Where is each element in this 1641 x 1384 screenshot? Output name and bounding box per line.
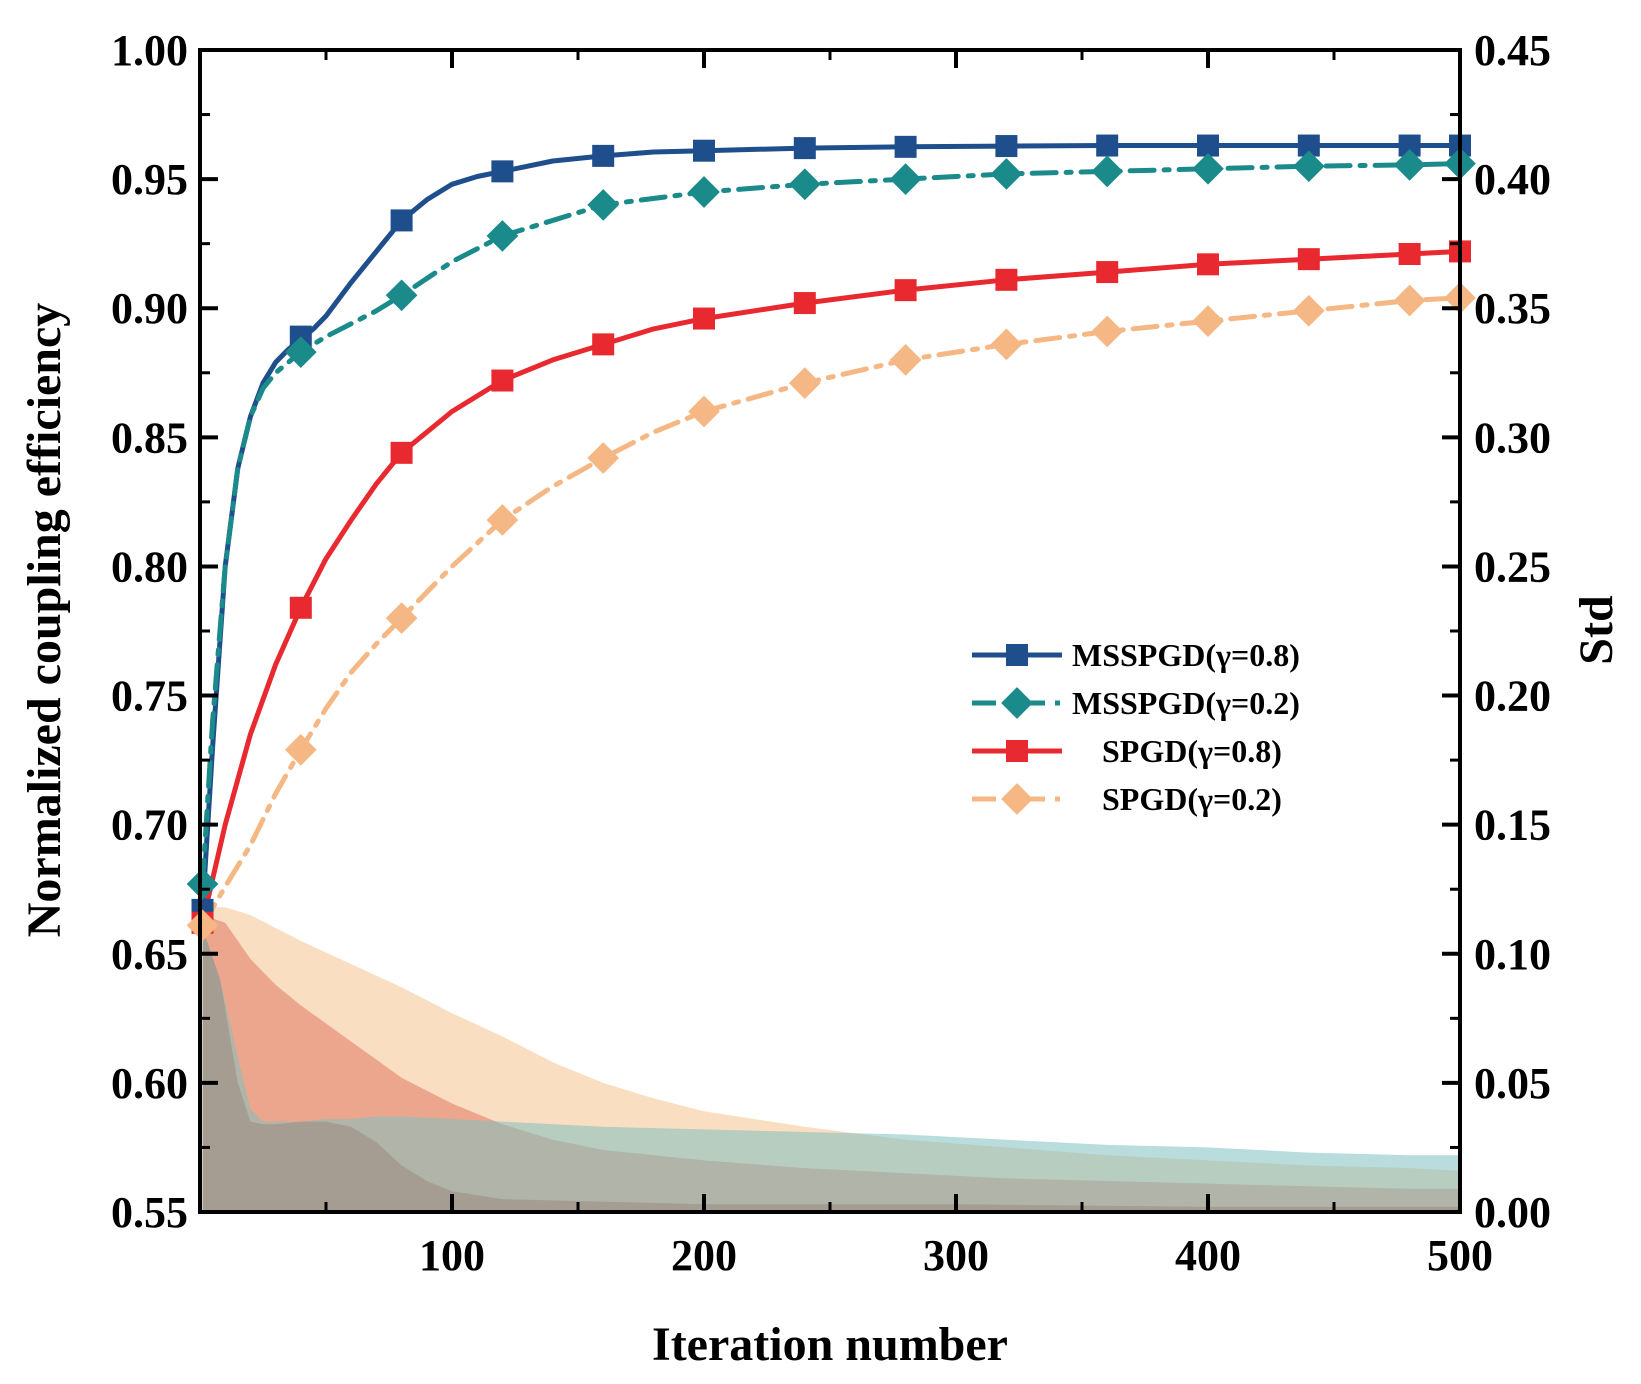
series-0-marker-7 [894,135,917,158]
series-0-marker-4 [592,144,615,167]
series-2-marker-10 [1197,253,1219,276]
series-1-marker-1 [284,336,317,368]
series-3-marker-11 [1292,294,1325,327]
series-1-marker-11 [1292,150,1325,183]
legend-marker-1 [1001,687,1033,719]
series-0-marker-3 [491,160,514,183]
series-3-marker-1 [284,733,317,766]
series-2-marker-3 [491,369,514,392]
series-3-marker-2 [385,602,418,634]
y-axis-title: Normalized coupling efficiency [18,303,71,938]
series-3-marker-3 [486,504,519,536]
y-tick-label-3: 0.70 [111,801,188,850]
x-tick-label-0: 100 [419,1231,485,1280]
series-3-marker-9 [1091,315,1124,348]
series-1-marker-4 [587,189,620,221]
series-0-marker-6 [793,137,816,160]
series-1-marker-3 [486,220,519,252]
series-1-marker-2 [385,279,418,312]
series-2-marker-7 [894,279,917,302]
legend-marker-0 [1006,644,1028,666]
std-band-2 [202,928,1460,1212]
series-3-marker-12 [1393,284,1426,317]
legend-label-2: SPGD(γ=0.8) [1102,733,1282,769]
y-tick-label-2: 0.65 [111,930,188,979]
series-line-1 [200,161,1463,887]
series-0-marker-8 [995,135,1018,158]
y-tick-label-8: 0.95 [111,155,188,204]
series-2-marker-11 [1297,248,1320,271]
series-markers [186,134,1476,942]
y-tick-label-6: 0.85 [111,413,188,462]
axis-tick-labels: 100 200 300 400 500 0.55 0.60 0.65 0.70 0.75 0.80 0… [111,26,1551,1280]
series-3-marker-6 [788,367,821,399]
y2-tick-label-7: 0.35 [1474,284,1551,333]
series-2-marker-8 [995,268,1018,291]
y2-axis-title: Std [1570,595,1623,665]
x-tick-label-1: 200 [671,1231,737,1280]
y-tick-label-0: 0.55 [111,1188,188,1237]
series-2-marker-9 [1096,261,1119,284]
y2-tick-label-6: 0.30 [1474,413,1551,462]
y2-tick-label-1: 0.05 [1474,1059,1551,1108]
std-bands [202,907,1460,1212]
y-tick-label-1: 0.60 [111,1059,188,1108]
series-2-marker-6 [793,292,816,315]
y-tick-label-9: 1.00 [111,26,188,75]
legend-marker-3 [1001,783,1033,815]
series-0-marker-11 [1297,134,1320,157]
series-3-marker-8 [990,328,1023,361]
series-0-marker-5 [693,139,715,162]
legend-label-3: SPGD(γ=0.2) [1102,781,1282,817]
y2-tick-label-0: 0.00 [1474,1188,1551,1237]
series-1-marker-6 [788,168,821,201]
legend-label-0: MSSPGD(γ=0.8) [1072,637,1300,673]
y2-tick-label-8: 0.40 [1474,155,1551,204]
y-tick-label-4: 0.75 [111,672,188,721]
y-tick-label-5: 0.80 [111,542,188,591]
series-2-marker-4 [592,333,615,356]
series-2-marker-12 [1398,242,1421,265]
series-0-marker-9 [1096,134,1119,157]
y-tick-label-7: 0.90 [111,284,188,333]
series-2-marker-5 [693,307,715,330]
y2-tick-label-3: 0.15 [1474,801,1551,850]
x-tick-label-3: 400 [1175,1231,1241,1280]
axis-ticks [200,48,1462,1214]
legend: MSSPGD(γ=0.8) MSSPGD(γ=0.2) SPGD(γ=0.8) SPG… [972,637,1300,817]
y2-tick-label-2: 0.10 [1474,930,1551,979]
series-line-2 [200,248,1463,926]
series-lines [200,143,1463,928]
y2-tick-label-9: 0.45 [1474,26,1551,75]
series-3-marker-0 [186,909,219,942]
series-0-marker-12 [1398,134,1421,157]
series-3-marker-5 [688,395,720,428]
series-1-marker-9 [1091,155,1124,188]
series-1-marker-8 [990,158,1023,190]
series-3-marker-4 [587,442,620,474]
legend-label-1: MSSPGD(γ=0.2) [1072,685,1300,721]
std-band-3 [202,928,1460,1212]
series-line-3 [200,295,1463,928]
x-tick-label-2: 300 [923,1231,989,1280]
series-2-marker-2 [390,441,413,464]
series-0-marker-2 [390,209,413,232]
series-3-marker-7 [889,344,922,376]
x-axis-title: Iteration number [652,1318,1008,1371]
series-1-marker-10 [1192,152,1224,185]
series-2-marker-1 [289,596,312,619]
series-0-marker-10 [1197,134,1219,157]
series-1-marker-12 [1393,149,1426,181]
y2-tick-label-5: 0.25 [1474,542,1551,591]
legend-marker-2 [1006,740,1028,762]
series-1-marker-5 [688,176,720,208]
series-1-marker-0 [186,868,219,900]
y2-tick-label-4: 0.20 [1474,672,1551,721]
series-3-marker-10 [1192,305,1224,337]
x-tick-label-4: 500 [1427,1231,1493,1280]
series-1-marker-7 [889,163,922,195]
